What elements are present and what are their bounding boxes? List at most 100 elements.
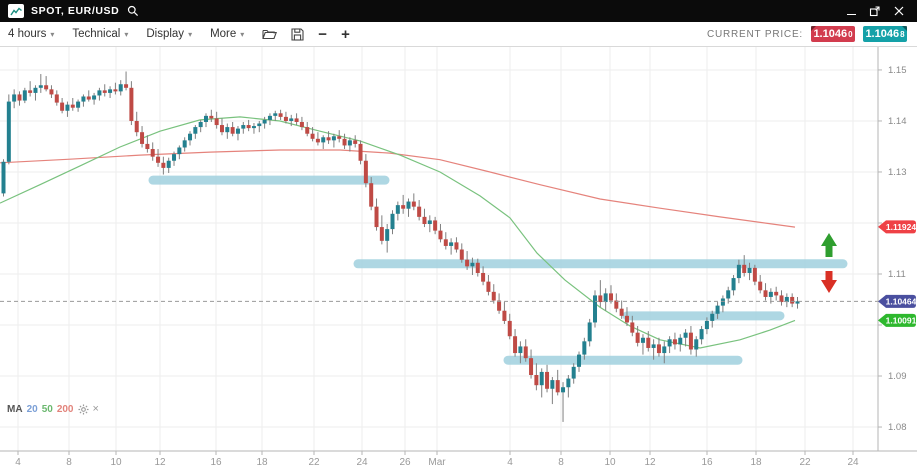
candle-up bbox=[427, 220, 432, 225]
display-dropdown-label: Display bbox=[146, 28, 185, 40]
zoom-in-button[interactable]: + bbox=[341, 25, 350, 43]
candle-up bbox=[97, 90, 102, 96]
candle-up bbox=[566, 378, 571, 388]
gear-icon[interactable] bbox=[77, 404, 89, 415]
search-icon[interactable] bbox=[127, 5, 139, 17]
candle-up bbox=[65, 104, 70, 111]
candle-up bbox=[406, 201, 411, 209]
y-axis-tick-label: 1.08 bbox=[888, 422, 907, 433]
x-axis-tick-label: 18 bbox=[256, 457, 268, 466]
price-badge-MA-50: 1.10091 bbox=[878, 313, 917, 327]
technical-dropdown[interactable]: Technical ▾ bbox=[72, 28, 128, 40]
candle-down bbox=[102, 90, 107, 93]
candle-up bbox=[795, 301, 800, 304]
candle-down bbox=[411, 201, 416, 207]
x-axis-tick-label: 22 bbox=[308, 457, 320, 466]
candle-down bbox=[443, 239, 448, 246]
candle-down bbox=[49, 89, 54, 95]
ask-price-value: 1.1046 bbox=[865, 28, 900, 40]
x-axis-labels[interactable]: 4 8 10 12 16 18 22 24 26 Mar 4 8 10 12 16 18 22 24 bbox=[15, 451, 859, 466]
x-axis-tick-label: 22 bbox=[799, 457, 811, 466]
candle-down bbox=[635, 332, 640, 343]
candle-up bbox=[587, 322, 592, 342]
candle-down bbox=[310, 133, 315, 139]
candle-up bbox=[108, 89, 113, 93]
y-axis-labels[interactable]: 1.15 1.14 1.13 1.11 1.09 1.08 bbox=[878, 65, 907, 433]
candle-up bbox=[118, 84, 123, 92]
candle-down bbox=[523, 346, 528, 359]
x-axis-tick-label: 8 bbox=[558, 457, 564, 466]
close-button[interactable] bbox=[893, 5, 905, 17]
candle-down bbox=[779, 295, 784, 303]
candle-up bbox=[12, 94, 17, 102]
candle-up bbox=[22, 90, 27, 101]
ma50-period: 50 bbox=[41, 404, 53, 415]
save-icon[interactable] bbox=[291, 27, 304, 41]
bid-corner-flag-icon bbox=[811, 26, 816, 31]
chart-plot-area[interactable] bbox=[0, 47, 878, 451]
more-dropdown-label: More bbox=[210, 28, 237, 40]
ma20-period: 20 bbox=[26, 404, 38, 415]
open-folder-icon[interactable] bbox=[262, 28, 278, 40]
candle-down bbox=[278, 113, 283, 117]
candle-down bbox=[219, 125, 224, 133]
price-badge-shape bbox=[878, 294, 916, 308]
candle-down bbox=[299, 121, 304, 128]
price-chart[interactable]: 1.15 1.14 1.13 1.11 1.09 1.08 4 8 10 12 16 18 22 24 26… bbox=[0, 47, 917, 466]
chevron-down-icon: ▾ bbox=[188, 29, 193, 39]
zoom-out-button[interactable]: − bbox=[318, 25, 328, 43]
candle-down bbox=[124, 84, 129, 88]
candle-down bbox=[534, 374, 539, 386]
candle-up bbox=[784, 296, 789, 303]
candle-up bbox=[694, 339, 699, 350]
candle-up bbox=[6, 101, 11, 162]
candle-down bbox=[502, 310, 507, 321]
candle-up bbox=[731, 278, 736, 291]
candle-up bbox=[172, 154, 177, 161]
candle-down bbox=[438, 230, 443, 240]
candle-down bbox=[619, 308, 624, 316]
candle-down bbox=[353, 140, 358, 144]
candle-up bbox=[603, 293, 608, 303]
candle-up bbox=[662, 346, 667, 354]
candle-down bbox=[214, 118, 219, 126]
candle-up bbox=[289, 118, 294, 121]
candle-down bbox=[150, 149, 155, 157]
candle-down bbox=[481, 272, 486, 282]
candle-up bbox=[166, 160, 171, 168]
candle-down bbox=[145, 143, 150, 150]
candle-down bbox=[294, 118, 299, 122]
candle-up bbox=[518, 346, 523, 354]
candle-down bbox=[624, 315, 629, 323]
candle-up bbox=[470, 262, 475, 267]
candle-down bbox=[315, 138, 320, 143]
minimize-button[interactable] bbox=[845, 5, 857, 17]
candle-up bbox=[678, 337, 683, 345]
candle-up bbox=[385, 229, 390, 241]
candle-down bbox=[459, 249, 464, 260]
candle-down bbox=[246, 125, 251, 129]
remove-indicator-icon[interactable]: × bbox=[92, 403, 99, 415]
candle-down bbox=[545, 371, 550, 389]
candle-down bbox=[17, 94, 22, 101]
candle-up bbox=[321, 137, 326, 143]
candle-down bbox=[209, 115, 214, 119]
timeframe-dropdown[interactable]: 4 hours ▾ bbox=[8, 28, 54, 40]
candle-up bbox=[81, 96, 86, 102]
price-badge-value: 1.11924 bbox=[886, 222, 917, 232]
chevron-down-icon: ▾ bbox=[50, 29, 55, 39]
candlestick-series bbox=[1, 71, 800, 422]
candle-down bbox=[598, 295, 603, 303]
display-dropdown[interactable]: Display ▾ bbox=[146, 28, 192, 40]
more-dropdown[interactable]: More ▾ bbox=[210, 28, 244, 40]
up-arrow-icon[interactable] bbox=[821, 233, 837, 257]
restore-button[interactable] bbox=[869, 5, 881, 17]
x-axis-tick-label: 4 bbox=[507, 457, 513, 466]
candle-down bbox=[529, 358, 534, 375]
bid-price-badge: 1.1046 0 bbox=[811, 26, 855, 42]
title-bar: SPOT, EUR/USD bbox=[0, 0, 917, 22]
y-axis-tick-label: 1.14 bbox=[888, 116, 907, 127]
down-arrow-icon[interactable] bbox=[821, 271, 837, 293]
bid-price-value: 1.1046 bbox=[813, 28, 848, 40]
